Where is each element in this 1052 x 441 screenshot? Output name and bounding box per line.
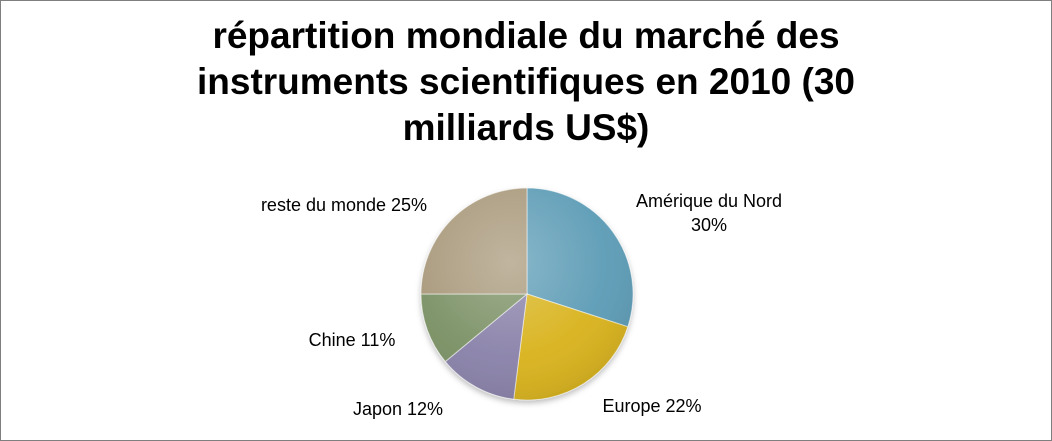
data-label-line: 30% bbox=[691, 215, 727, 235]
data-label-0: Amérique du Nord 30% bbox=[636, 191, 782, 235]
pie-slices bbox=[420, 187, 634, 401]
data-label-line: Chine 11% bbox=[309, 330, 396, 350]
pie-gloss bbox=[421, 188, 633, 400]
data-label-line: Japon 12% bbox=[353, 399, 443, 419]
data-label-line: Europe 22% bbox=[602, 396, 701, 416]
data-label-3: Chine 11% bbox=[309, 330, 396, 350]
data-label-line: reste du monde 25% bbox=[261, 195, 427, 215]
pie-labels: Amérique du Nord 30% Europe 22% Japon 12% Ch… bbox=[261, 191, 782, 419]
data-label-line: Amérique du Nord bbox=[636, 191, 782, 211]
chart-title: répartition mondiale du marché des instr… bbox=[196, 15, 855, 148]
data-label-4: reste du monde 25% bbox=[261, 195, 427, 215]
data-label-2: Japon 12% bbox=[353, 399, 443, 419]
data-label-1: Europe 22% bbox=[602, 396, 701, 416]
